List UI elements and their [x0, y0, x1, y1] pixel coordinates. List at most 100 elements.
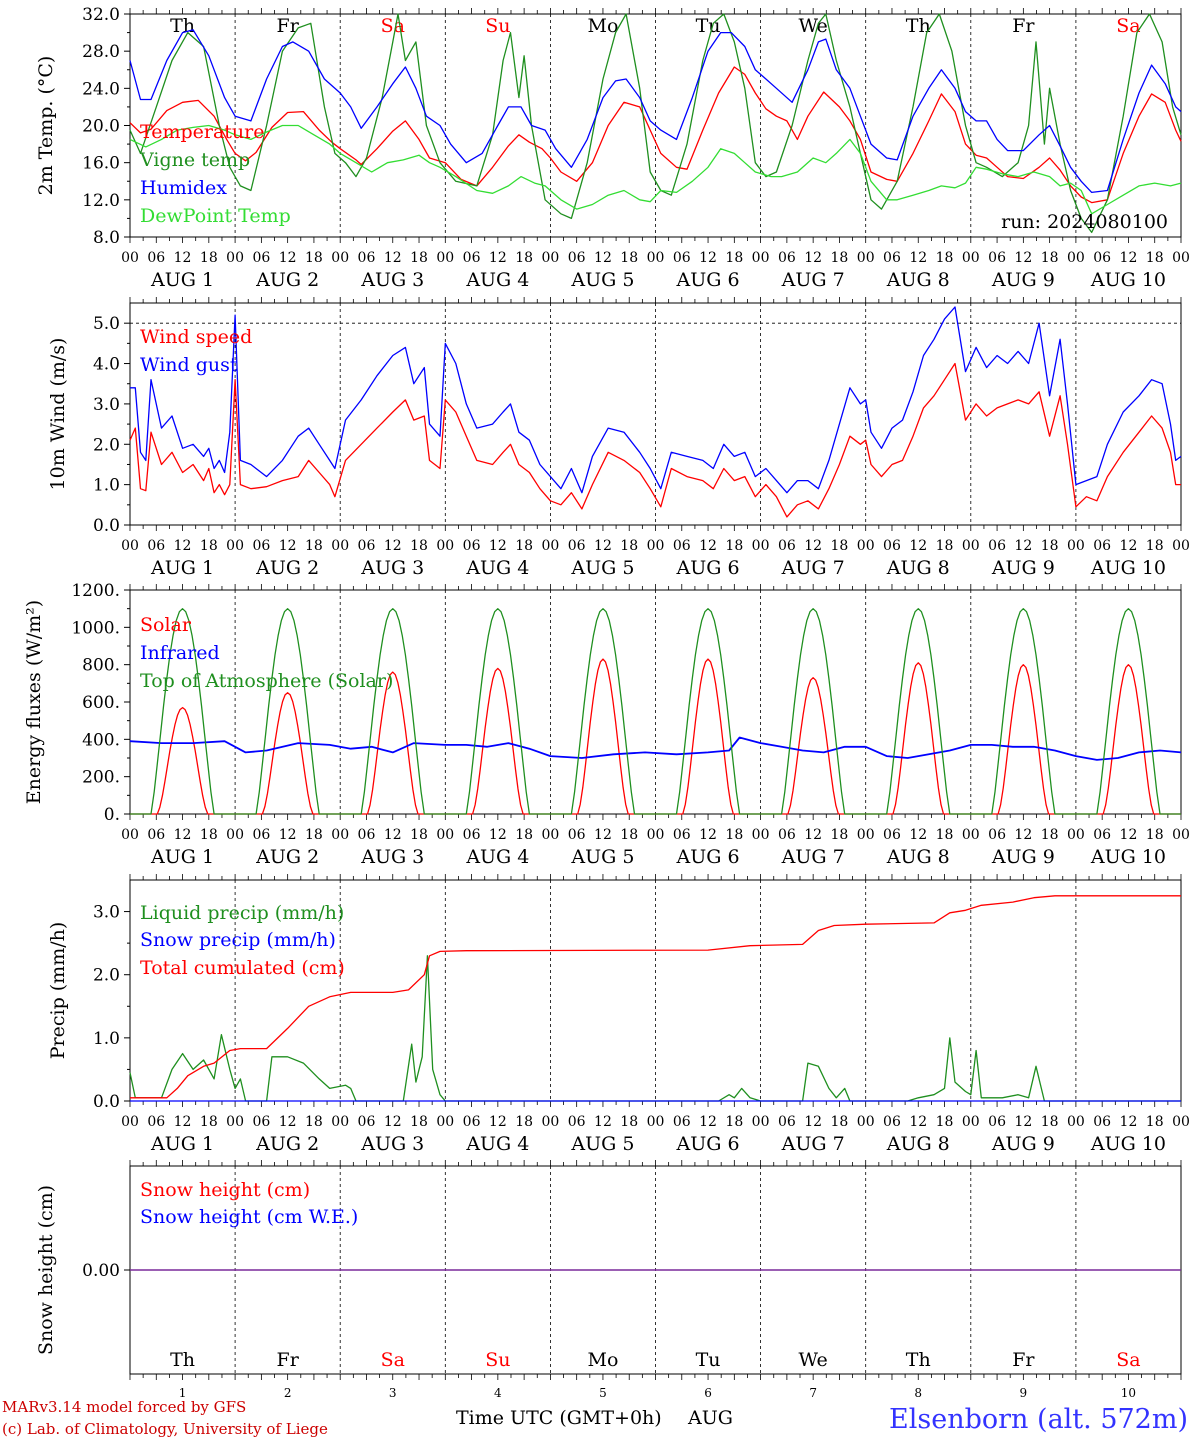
day-number: 10 — [1121, 1386, 1136, 1400]
y-tick-label: 2.0 — [93, 435, 120, 455]
day-number: 3 — [389, 1386, 397, 1400]
hour-label: 06 — [1093, 538, 1111, 554]
hour-label: 18 — [1041, 250, 1059, 266]
date-label: AUG 7 — [781, 557, 845, 579]
hour-label: 06 — [463, 1114, 481, 1130]
hour-label: 06 — [1093, 827, 1111, 843]
y-tick-label: 0.00 — [82, 1261, 120, 1281]
date-label: AUG 9 — [991, 846, 1055, 868]
hour-label: 00 — [541, 250, 559, 266]
y-tick-label: 12.0 — [82, 191, 120, 211]
hour-label: 00 — [436, 250, 454, 266]
date-label: AUG 3 — [360, 557, 424, 579]
y-tick-label: 200. — [82, 768, 120, 788]
hour-label: 00 — [331, 827, 349, 843]
hour-label: 00 — [1172, 538, 1190, 554]
y-tick-label: 1.0 — [93, 1029, 120, 1049]
hour-label: 12 — [804, 827, 822, 843]
hour-label: 12 — [909, 827, 927, 843]
hour-label: 12 — [909, 1114, 927, 1130]
hour-label: 12 — [594, 250, 612, 266]
y-tick-label: 3.0 — [93, 395, 120, 415]
date-label: AUG 8 — [886, 1133, 950, 1155]
hour-label: 12 — [279, 250, 297, 266]
hour-label: 12 — [1014, 538, 1032, 554]
legend-entry: Wind gust — [140, 354, 238, 376]
hour-label: 12 — [384, 250, 402, 266]
date-label: AUG 1 — [150, 557, 214, 579]
hour-label: 06 — [463, 827, 481, 843]
hour-label: 12 — [804, 1114, 822, 1130]
hour-label: 18 — [620, 538, 638, 554]
weekday-label: Tu — [696, 1349, 721, 1371]
hour-label: 06 — [568, 827, 586, 843]
hour-label: 00 — [121, 827, 139, 843]
month-label: AUG — [687, 1407, 733, 1429]
hour-label: 12 — [1120, 1114, 1138, 1130]
hour-label: 18 — [620, 1114, 638, 1130]
y-tick-label: 0.0 — [93, 1092, 120, 1112]
y-tick-label: 20.0 — [82, 117, 120, 137]
y-tick-label: 0.0 — [93, 516, 120, 536]
hour-label: 06 — [673, 1114, 691, 1130]
hour-label: 00 — [752, 1114, 770, 1130]
legend-entry: Infrared — [140, 642, 220, 664]
hour-label: 18 — [200, 538, 218, 554]
hour-label: 06 — [252, 538, 270, 554]
date-label: AUG 7 — [781, 1133, 845, 1155]
y-tick-label: 1000. — [71, 618, 120, 638]
legend-entry: Temperature — [140, 121, 264, 143]
hour-label: 00 — [436, 827, 454, 843]
hour-label: 06 — [1093, 250, 1111, 266]
day-number: 5 — [599, 1386, 607, 1400]
hour-label: 12 — [699, 538, 717, 554]
day-number: 1 — [179, 1386, 187, 1400]
hour-label: 06 — [358, 250, 376, 266]
date-label: AUG 2 — [255, 269, 319, 291]
hour-label: 18 — [410, 250, 428, 266]
hour-label: 12 — [489, 250, 507, 266]
hour-label: 12 — [1120, 250, 1138, 266]
date-label: AUG 6 — [676, 269, 740, 291]
y-tick-label: 3.0 — [93, 903, 120, 923]
date-label: AUG 3 — [360, 269, 424, 291]
hour-label: 18 — [620, 250, 638, 266]
hour-label: 00 — [962, 538, 980, 554]
hour-label: 06 — [883, 250, 901, 266]
hour-label: 00 — [1172, 1114, 1190, 1130]
hour-label: 12 — [384, 827, 402, 843]
hour-label: 18 — [1146, 827, 1164, 843]
y-axis-label: Precip (mm/h) — [47, 922, 69, 1060]
hour-label: 12 — [1014, 827, 1032, 843]
hour-label: 00 — [752, 827, 770, 843]
hour-label: 06 — [778, 827, 796, 843]
y-tick-label: 600. — [82, 693, 120, 713]
hour-label: 00 — [1172, 250, 1190, 266]
panel-3: 0. 200. 400. 600. 800. 1000. 1200. Energy fluxe… — [23, 581, 1190, 868]
series-line — [129, 362, 1181, 518]
hour-label: 12 — [174, 1114, 192, 1130]
hour-label: 06 — [252, 1114, 270, 1130]
panel-5: 0.00 Snow height (cm) Th Fr Sa Su Mo Tu We Th Fr Sa… — [35, 1160, 1182, 1400]
hour-label: 06 — [988, 538, 1006, 554]
series-line — [130, 608, 1181, 815]
date-label: AUG 10 — [1090, 1133, 1166, 1155]
hour-label: 18 — [725, 827, 743, 843]
date-label: AUG 4 — [465, 557, 529, 579]
hour-label: 18 — [1041, 827, 1059, 843]
date-label: AUG 6 — [676, 846, 740, 868]
hour-label: 00 — [541, 827, 559, 843]
hour-label: 18 — [831, 1114, 849, 1130]
hour-label: 06 — [778, 250, 796, 266]
hour-label: 12 — [699, 827, 717, 843]
hour-label: 06 — [778, 1114, 796, 1130]
hour-label: 00 — [436, 538, 454, 554]
hour-label: 18 — [305, 250, 323, 266]
date-label: AUG 2 — [255, 1133, 319, 1155]
hour-label: 06 — [147, 1114, 165, 1130]
weekday-label: Tu — [696, 15, 721, 37]
hour-label: 06 — [568, 250, 586, 266]
hour-label: 00 — [121, 538, 139, 554]
day-number: 8 — [914, 1386, 922, 1400]
